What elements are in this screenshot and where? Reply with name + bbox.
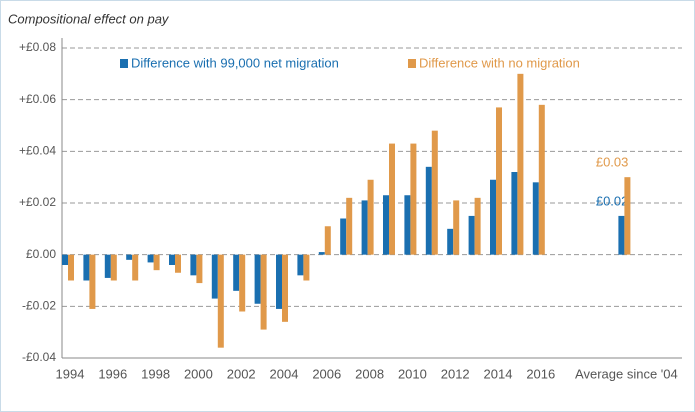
bar — [324, 226, 331, 255]
y-tick-label: +£0.04 — [19, 144, 56, 158]
bar — [169, 254, 175, 265]
x-tick-label: 2006 — [312, 366, 341, 381]
bar — [132, 254, 139, 281]
bar — [431, 130, 438, 255]
bar — [361, 200, 368, 255]
bar — [190, 254, 197, 276]
x-tick-label: 2008 — [355, 366, 384, 381]
bar — [404, 195, 411, 255]
bar — [490, 179, 496, 255]
bar — [260, 254, 267, 330]
bar — [83, 254, 90, 281]
bar — [68, 254, 74, 281]
bar — [410, 143, 417, 255]
bar — [89, 254, 96, 309]
bar — [624, 177, 631, 255]
y-tick-label: +£0.08 — [19, 40, 56, 54]
y-tick-label: -£0.04 — [22, 350, 56, 364]
x-tick-label: 1994 — [56, 366, 85, 381]
bar — [474, 197, 481, 255]
x-tick-label: Average since '04 — [575, 366, 678, 381]
bar — [297, 254, 304, 276]
bar — [62, 254, 68, 265]
bar — [496, 107, 502, 255]
bar — [618, 215, 625, 255]
legend-label: Difference with 99,000 net migration — [131, 55, 339, 70]
y-tick-label: +£0.06 — [19, 92, 56, 106]
x-tick-label: 2002 — [227, 366, 256, 381]
value-label: £0.03 — [596, 155, 629, 170]
bar — [196, 254, 203, 284]
bar — [211, 254, 218, 299]
x-tick-label: 1996 — [98, 366, 127, 381]
bar — [383, 195, 389, 255]
bar — [126, 254, 133, 260]
bar — [447, 228, 454, 255]
legend-label: Difference with no migration — [419, 55, 580, 70]
x-tick-label: 2016 — [526, 366, 555, 381]
x-tick-label: 2012 — [441, 366, 470, 381]
bar — [282, 254, 288, 322]
y-tick-label: -£0.02 — [22, 299, 56, 313]
bar — [254, 254, 261, 304]
bar — [538, 104, 545, 255]
x-tick-label: 1998 — [141, 366, 170, 381]
bar — [217, 254, 224, 348]
value-label: £0.02 — [596, 193, 629, 208]
legend-swatch — [120, 59, 128, 68]
bar — [367, 179, 374, 255]
bar — [276, 254, 282, 309]
y-axis-title: Compositional effect on pay — [8, 11, 170, 26]
bar — [340, 218, 347, 255]
y-tick-label: £0.00 — [26, 247, 56, 261]
bar — [239, 254, 246, 312]
x-tick-label: 2004 — [270, 366, 299, 381]
bar — [346, 197, 353, 255]
bar — [532, 182, 539, 255]
x-tick-label: 2000 — [184, 366, 213, 381]
bar — [233, 254, 240, 291]
bar — [147, 254, 154, 263]
legend-swatch — [408, 59, 416, 68]
bar — [110, 254, 117, 281]
bar — [104, 254, 111, 278]
bar — [389, 143, 395, 255]
bar — [468, 215, 475, 255]
bar — [425, 166, 432, 255]
x-tick-label: 2010 — [398, 366, 427, 381]
bar — [175, 254, 181, 273]
bar — [511, 172, 518, 255]
bar — [517, 73, 524, 255]
bar — [153, 254, 160, 271]
bar — [303, 254, 310, 281]
bar — [453, 200, 460, 255]
bar — [318, 252, 325, 255]
x-tick-label: 2014 — [484, 366, 513, 381]
y-tick-label: +£0.02 — [19, 195, 56, 209]
